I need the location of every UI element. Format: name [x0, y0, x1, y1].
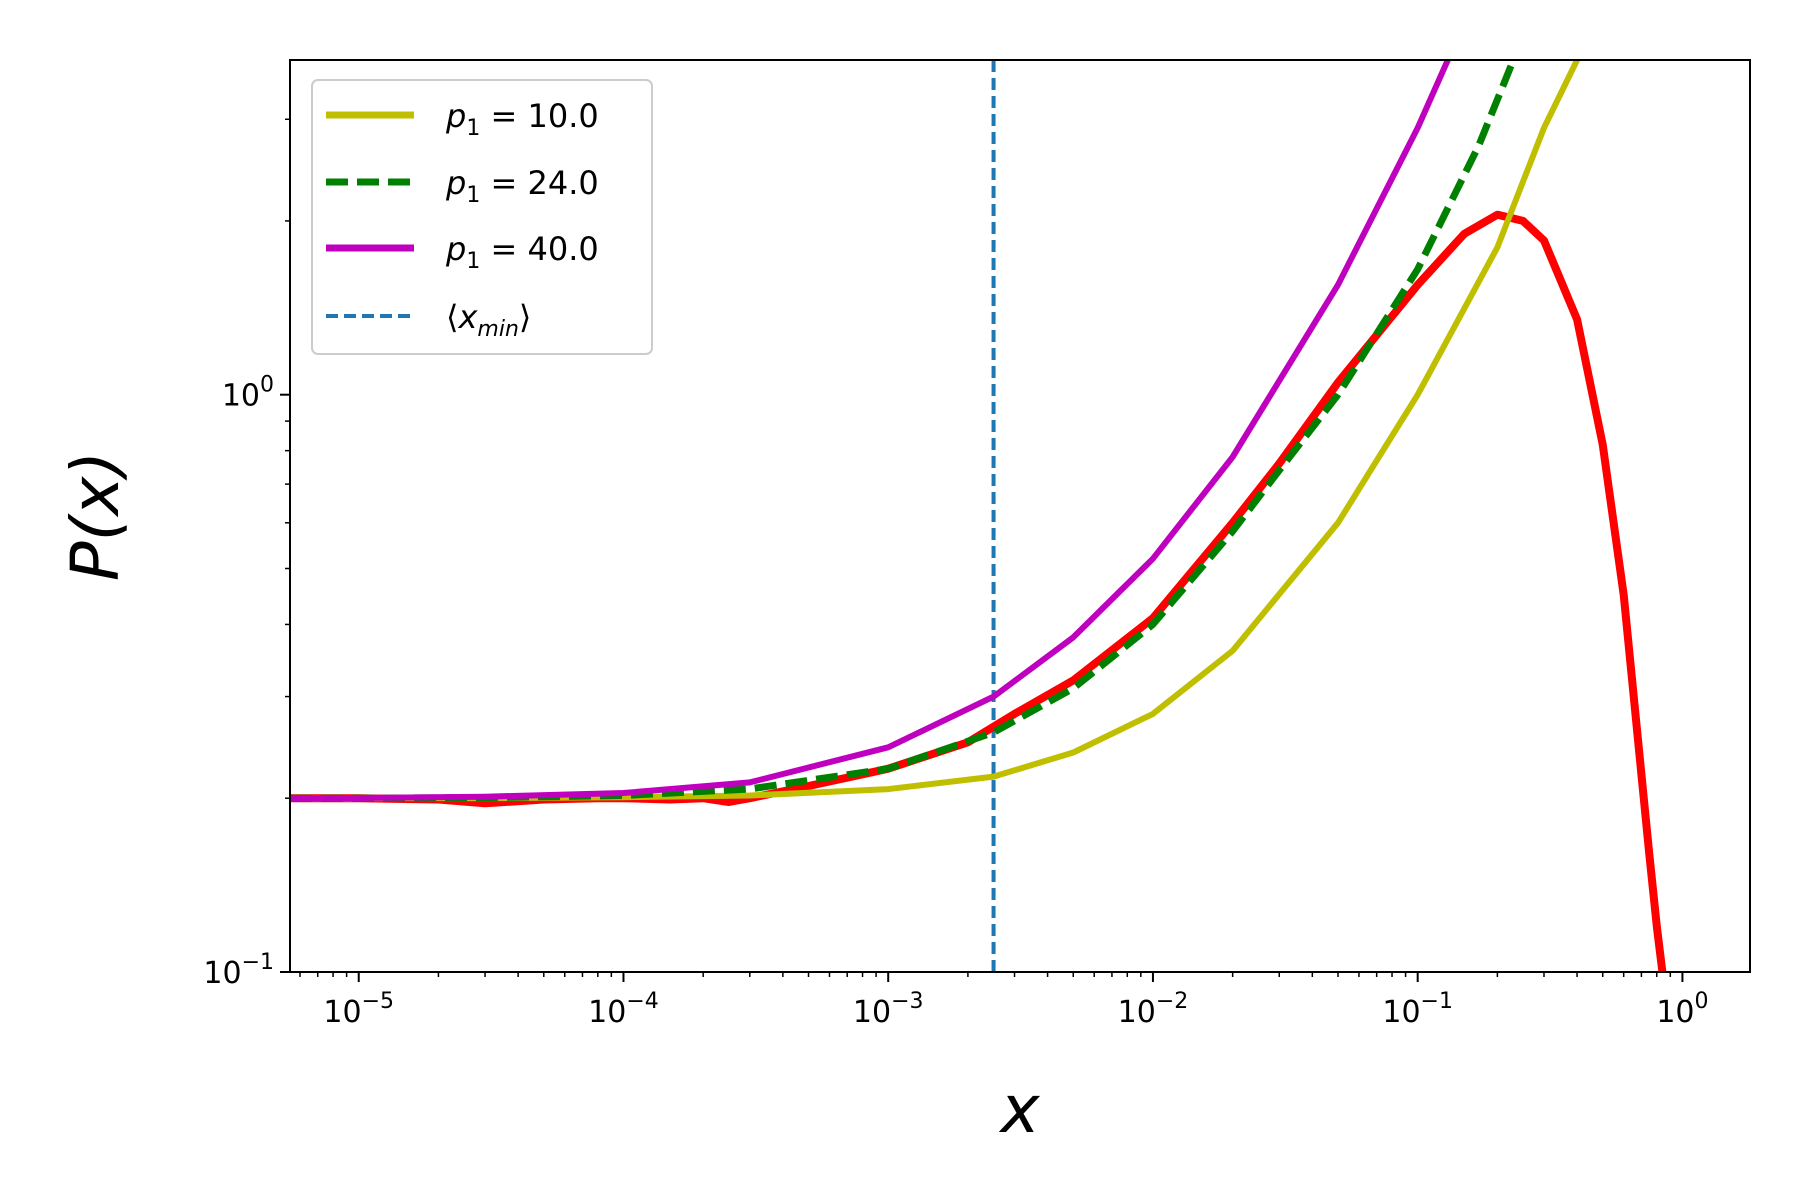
y-axis-title: P(x) [57, 451, 134, 581]
legend-label-p1-10: p1 = 10.0 [445, 97, 599, 141]
legend-box [311, 79, 653, 355]
y-tick-label: 10−1 [203, 950, 274, 991]
x-tick-label: 10−3 [853, 989, 924, 1030]
series-line-2 [290, 60, 1451, 802]
x-tick-label: 100 [1656, 989, 1708, 1030]
x-tick-label: 10−5 [323, 989, 394, 1030]
legend-label-p1-24: p1 = 24.0 [445, 164, 599, 208]
legend-label-p1-40: p1 = 40.0 [445, 230, 599, 274]
x-axis-title: x [998, 1071, 1040, 1148]
x-tick-label: 10−2 [1118, 989, 1189, 1030]
x-tick-label: 10−4 [588, 989, 659, 1030]
plot-clip-group [290, 60, 1667, 972]
axis-ticks: 10−5 10−4 10−3 10−2 10−1 100 10−1 100 [203, 118, 1709, 1030]
legend: p1 = 10.0 p1 = 24.0 p1 = 40.0 ⟨xmin⟩ [311, 79, 653, 355]
y-tick-label: 100 [222, 373, 274, 414]
x-tick-label: 10−1 [1382, 989, 1453, 1030]
legend-label-xmin: ⟨xmin⟩ [446, 298, 531, 342]
axes-frame [289, 59, 1751, 973]
plot-area [290, 60, 1667, 972]
